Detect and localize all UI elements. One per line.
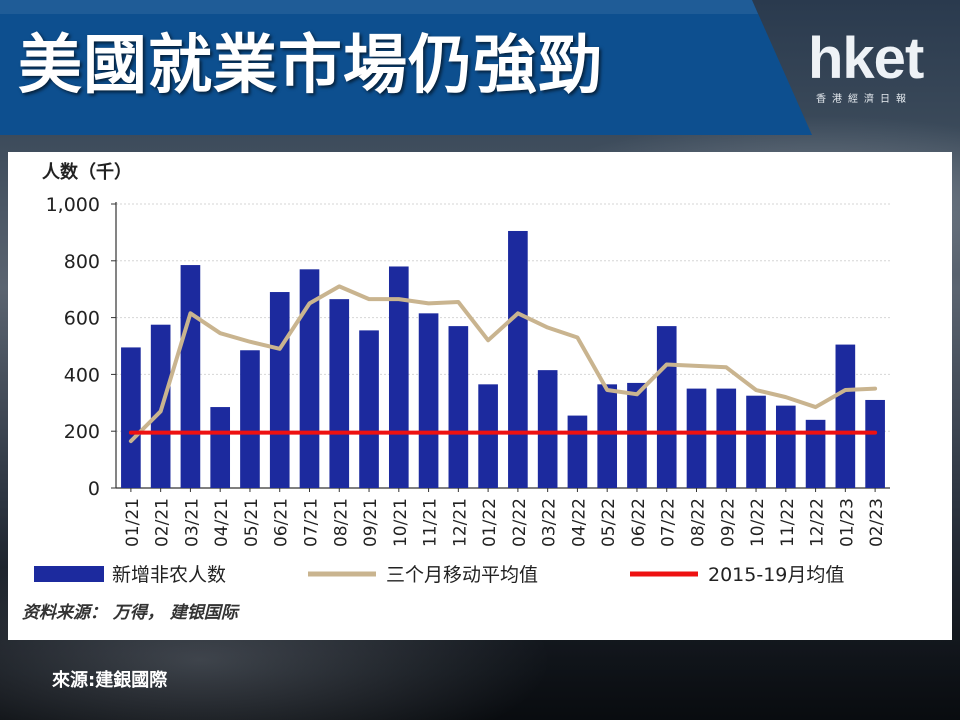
- x-tick-label: 01/23: [837, 498, 857, 547]
- x-tick-label: 05/22: [599, 498, 619, 547]
- x-tick-label: 09/21: [361, 498, 381, 547]
- x-tick-label: 03/21: [182, 498, 202, 547]
- x-tick-label: 10/21: [391, 498, 411, 547]
- bar-11-22: [775, 405, 796, 488]
- bar-03-22: [537, 370, 558, 488]
- y-tick-label: 800: [64, 251, 100, 273]
- bar-02-22: [508, 230, 528, 488]
- chart-panel: 人数（千） 0 200 400 600 800 1,000 01/21 02/21 03/21 04…: [8, 152, 952, 640]
- legend-label-bars: 新增非农人数: [112, 564, 226, 586]
- bar-08-21: [329, 299, 350, 488]
- x-tick-label: 04/22: [569, 498, 589, 547]
- bar-04-21: [210, 407, 231, 488]
- x-tick-label: 05/21: [242, 498, 262, 547]
- hket-logo: hket 香港經濟日報: [808, 28, 948, 108]
- bar-05-22: [597, 384, 618, 488]
- logo-subtitle: 香港經濟日報: [816, 94, 912, 105]
- x-tick-label: 08/21: [331, 498, 351, 547]
- bar-02-23: [865, 399, 885, 488]
- legend-swatch-bars: [34, 566, 104, 582]
- logo-wordmark: hket: [808, 26, 924, 91]
- y-tick-label: 200: [64, 421, 100, 443]
- x-tick-label: 10/22: [748, 498, 768, 547]
- x-tick-label: 02/21: [153, 498, 173, 547]
- x-tick-label: 01/21: [123, 498, 143, 547]
- bar-03-21: [180, 265, 201, 488]
- x-tick-label: 06/21: [272, 498, 292, 547]
- x-tick-label: 12/22: [808, 498, 828, 547]
- x-tick-label: 04/21: [212, 498, 232, 547]
- chart-source-label: 资料来源： 万得， 建银国际: [22, 603, 240, 623]
- x-tick-label: 01/22: [480, 498, 500, 547]
- x-tick-label: 11/22: [778, 498, 798, 547]
- title-banner: 美國就業市場仍強勁 hket 香港經濟日報: [0, 0, 960, 135]
- bar-12-22: [805, 419, 826, 488]
- bar-09-21: [359, 330, 379, 488]
- legend-label-baseline: 2015-19月均值: [708, 564, 844, 586]
- bar-10-22: [746, 395, 766, 488]
- footer-source-note: 來源:建銀國際: [52, 670, 168, 691]
- nonfarm-payroll-chart: 人数（千） 0 200 400 600 800 1,000 01/21 02/21 03/21 04…: [22, 161, 890, 623]
- x-tick-label: 08/22: [689, 498, 709, 547]
- bar-08-22: [686, 388, 707, 488]
- bar-09-22: [716, 388, 737, 488]
- x-tick-label: 07/22: [659, 498, 679, 547]
- bar-12-21: [448, 326, 469, 488]
- bar-06-22: [627, 382, 647, 488]
- x-tick-label: 06/22: [629, 498, 649, 547]
- bar-04-22: [567, 415, 588, 488]
- x-tick-label: 12/21: [450, 498, 470, 547]
- x-tick-label: 07/21: [302, 498, 322, 547]
- legend-label-moving-average: 三个月移动平均值: [386, 564, 538, 586]
- moving-average-line: [128, 284, 878, 444]
- y-tick-label: 600: [64, 308, 100, 330]
- x-tick-label: 02/22: [510, 498, 530, 547]
- bar-01-23: [835, 344, 856, 488]
- x-tick-label: 02/23: [867, 498, 887, 547]
- y-tick-label: 400: [64, 364, 100, 386]
- bar-01-22: [478, 384, 498, 488]
- y-tick-label: 1,000: [46, 194, 100, 216]
- page-title: 美國就業市場仍強勁: [18, 29, 603, 103]
- y-unit-label: 人数（千）: [42, 161, 132, 183]
- y-tick-label: 0: [88, 478, 100, 500]
- x-tick-label: 11/21: [421, 498, 441, 547]
- bar-01-21: [121, 347, 141, 488]
- x-tick-label: 09/22: [718, 498, 738, 547]
- banner-shape: [0, 0, 812, 135]
- bar-11-21: [418, 313, 439, 488]
- bar-07-22: [656, 326, 677, 488]
- x-tick-label: 03/22: [540, 498, 560, 547]
- bar-05-21: [240, 350, 260, 488]
- bar-06-21: [269, 292, 290, 488]
